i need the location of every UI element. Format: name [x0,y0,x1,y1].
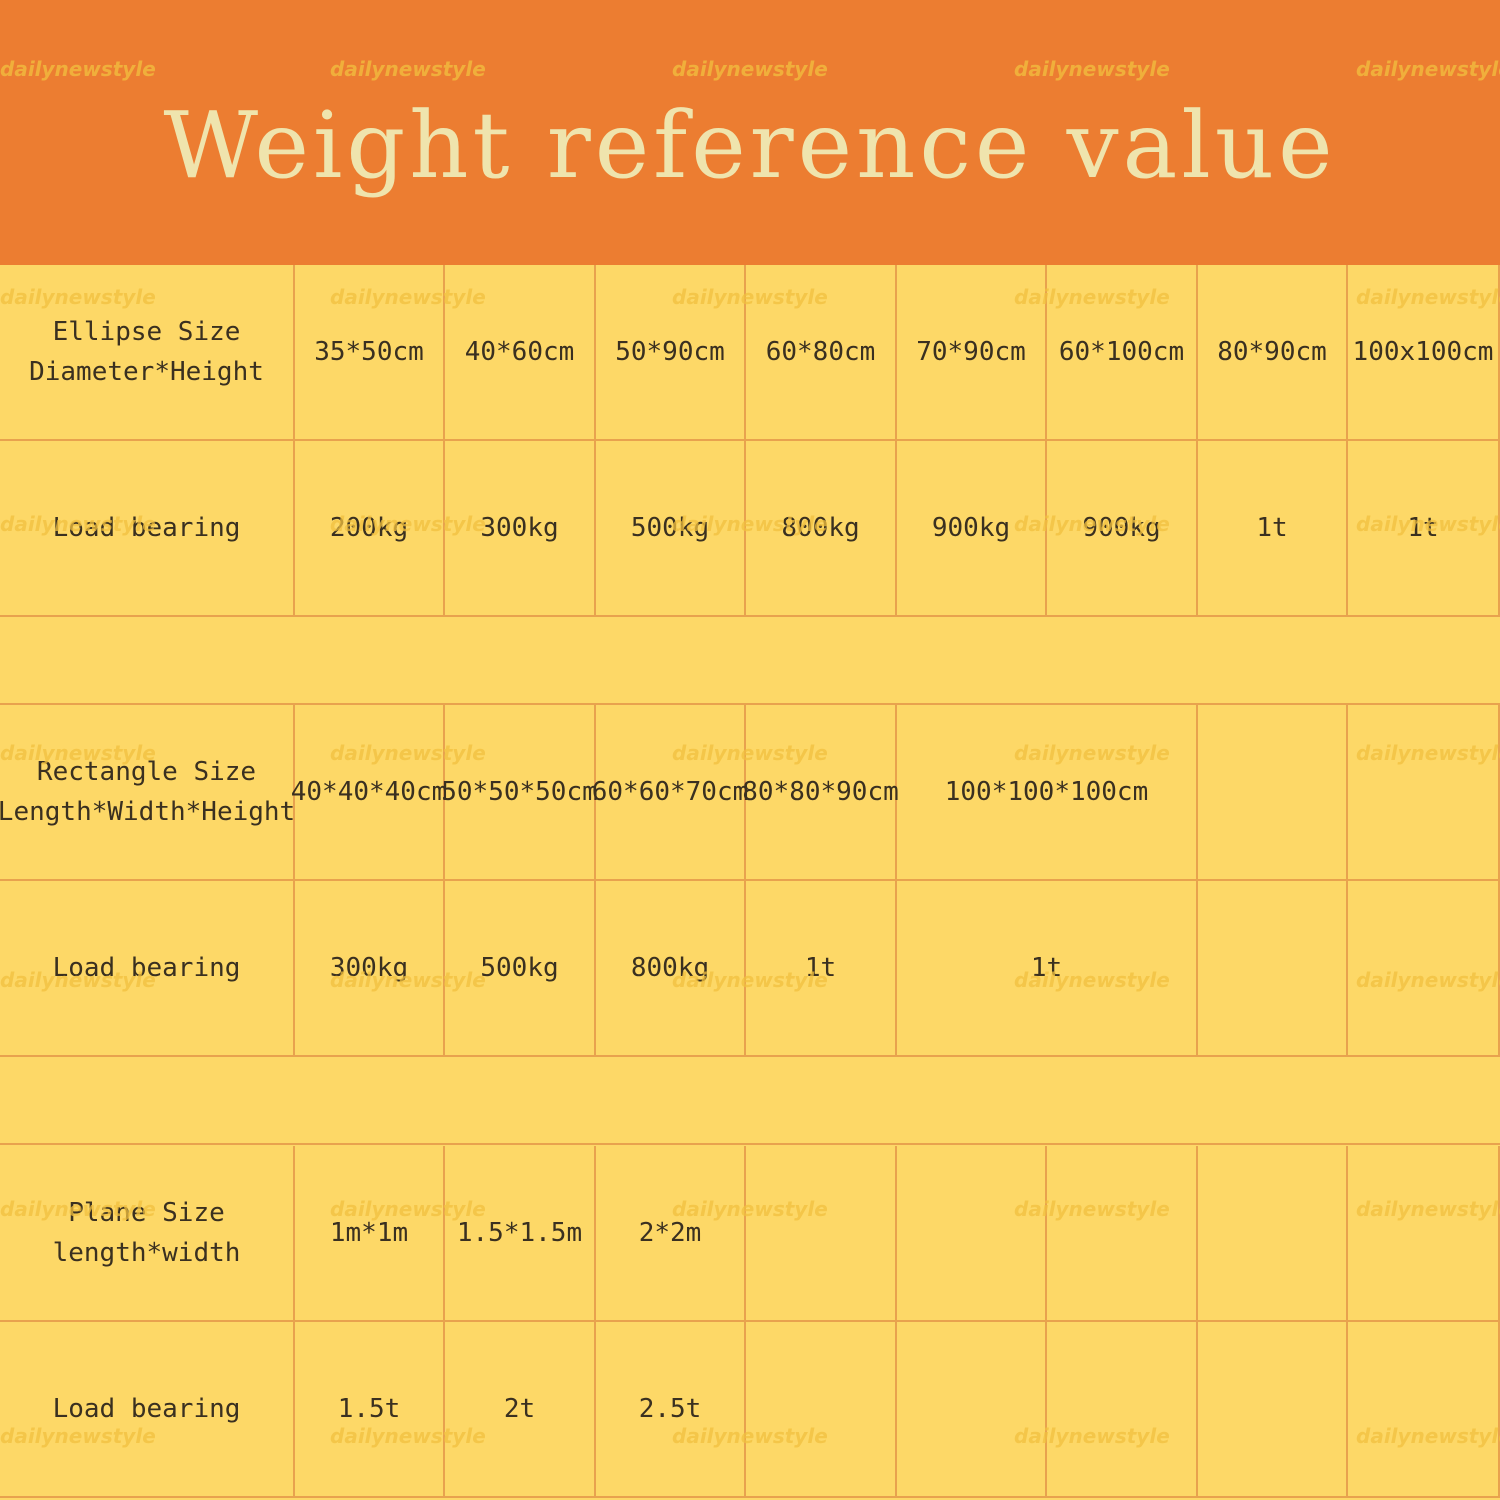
load-value-cell: 900kg [897,441,1047,617]
size-value-cell [1198,1146,1348,1322]
size-value-cell: 1m*1m [295,1146,445,1322]
size-value-cell: 60*60*70cm [592,705,748,881]
size-value-cell: 50*90cm [596,265,746,441]
size-value-cell: 80*80*90cm [742,705,899,881]
size-value-cell: 70*90cm [897,265,1047,441]
size-value-cell [1198,705,1348,881]
load-value-cell [1047,1322,1198,1498]
load-value-cell [1348,1322,1500,1498]
load-value-cell: 1t [1348,441,1500,617]
load-value-cell: 200kg [295,441,445,617]
size-value-cell: 2*2m [596,1146,746,1322]
size-label-cell: Plane Size length*width [0,1146,295,1322]
load-label-cell: Load bearing [0,441,295,617]
load-value-cell: 800kg [596,881,746,1057]
load-value-cell: 500kg [445,881,596,1057]
size-value-cell [897,1146,1047,1322]
section-spacer [0,1057,1500,1145]
load-label-cell: Load bearing [0,881,295,1057]
size-value-cell: 60*100cm [1047,265,1198,441]
size-value-cell: 100x100cm [1348,265,1500,441]
size-value-cell: 40*40*40cm [291,705,447,881]
load-value-cell [746,1322,897,1498]
size-value-cell [746,1146,897,1322]
load-value-cell: 900kg [1047,441,1198,617]
size-value-cell: 100*100*100cm [897,705,1198,881]
size-value-cell: 1.5*1.5m [445,1146,596,1322]
size-label-cell: Ellipse Size Diameter*Height [0,265,295,441]
load-value-cell [897,1322,1047,1498]
load-value-cell: 1t [746,881,897,1057]
size-value-cell: 35*50cm [295,265,445,441]
load-label-cell: Load bearing [0,1322,295,1498]
size-value-cell: 40*60cm [445,265,596,441]
load-value-cell: 1.5t [295,1322,445,1498]
load-value-cell: 2t [445,1322,596,1498]
load-value-cell: 1t [897,881,1198,1057]
size-value-cell: 50*50*50cm [441,705,598,881]
load-value-cell: 2.5t [596,1322,746,1498]
size-value-cell: 60*80cm [746,265,897,441]
size-value-cell [1348,1146,1500,1322]
size-label-cell: Rectangle Size Length*Width*Height [0,705,295,881]
load-value-cell: 500kg [596,441,746,617]
load-value-cell: 1t [1198,441,1348,617]
size-value-cell [1348,705,1500,881]
section-spacer [0,617,1500,705]
weight-table: Ellipse Size Diameter*Height 35*50cm 40*60… [0,265,1500,1500]
load-value-cell [1198,1322,1348,1498]
load-value-cell [1348,881,1500,1057]
size-value-cell [1047,1146,1198,1322]
load-value-cell: 300kg [295,881,445,1057]
load-value-cell [1198,881,1348,1057]
size-value-cell: 80*90cm [1198,265,1348,441]
load-value-cell: 300kg [445,441,596,617]
load-value-cell: 800kg [746,441,897,617]
header-banner: Weight reference value [0,0,1500,265]
page-title: Weight reference value [163,92,1337,199]
